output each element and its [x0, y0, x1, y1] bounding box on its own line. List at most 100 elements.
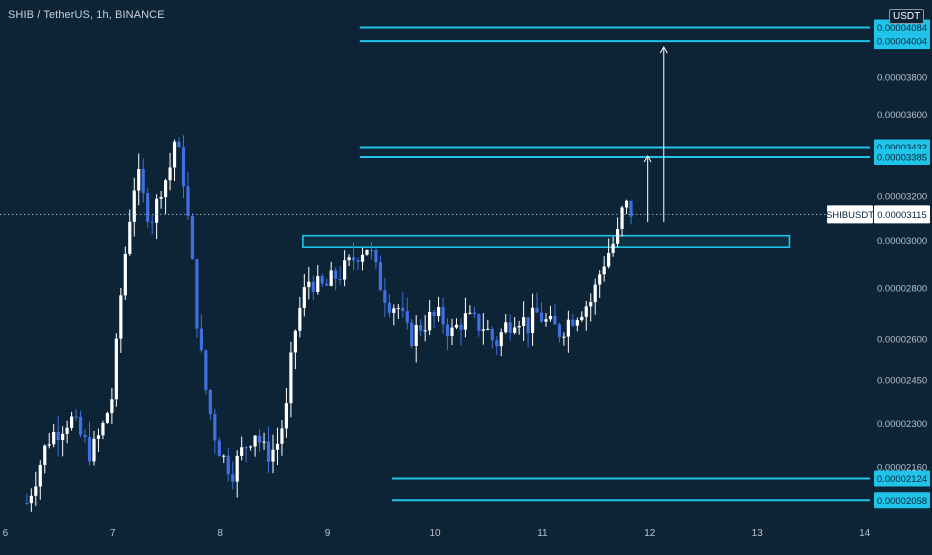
candle-body [387, 302, 391, 313]
candle-body [275, 443, 280, 450]
candle-body [589, 302, 593, 307]
candle-body [530, 307, 535, 334]
candle-body [338, 278, 342, 280]
candle-body [105, 413, 110, 423]
candle-body [557, 324, 562, 338]
symbol-tag [827, 205, 873, 224]
candle-body [607, 252, 611, 267]
target-arrows-layer [643, 46, 668, 223]
level-price-tag [874, 492, 930, 509]
candle-body [146, 193, 150, 222]
resistance-zone-layer [302, 234, 791, 249]
candle-body [222, 455, 226, 457]
candle-body [271, 449, 275, 462]
candle-body [316, 276, 320, 293]
candle-body [611, 243, 615, 253]
price-axis-panel[interactable] [875, 0, 932, 550]
level-price-label: 0.00003385 [877, 152, 927, 163]
candle-body [155, 198, 159, 223]
candle-body [360, 254, 365, 262]
candle-body [235, 455, 239, 482]
candle-body [114, 338, 118, 400]
candle-body [266, 441, 271, 462]
candle-body [374, 249, 378, 263]
candle-body [539, 312, 544, 322]
x-tick-label: 8 [217, 528, 223, 539]
candle-body [110, 399, 114, 414]
candle-body [580, 316, 584, 321]
candle-body [70, 416, 74, 428]
candle-body [468, 312, 472, 314]
x-tick-label: 6 [3, 528, 9, 539]
candle-body [61, 433, 65, 441]
current-price-layer: SHIBUSDT 0.00003115 [0, 205, 930, 224]
candle-body [213, 414, 217, 441]
current-price-label: 0.00003115 [877, 210, 927, 221]
symbol-tag-label: SHIBUSDT [826, 210, 874, 221]
candle-body [405, 311, 409, 323]
candle-body [445, 324, 450, 337]
candle-body [365, 249, 369, 255]
x-tick-label: 10 [429, 528, 441, 539]
candle-body [119, 295, 123, 339]
candle-body [177, 141, 181, 148]
candle-body [463, 313, 468, 330]
candle-body [499, 332, 503, 347]
candle-body [204, 350, 208, 390]
candle-body [369, 249, 374, 251]
candle-body [535, 307, 539, 313]
candle-body [34, 486, 38, 496]
candle-body [240, 447, 244, 456]
candle-body [383, 290, 387, 303]
candle-body [141, 168, 145, 194]
candle-body [575, 320, 579, 326]
target-arrow-head [659, 46, 668, 54]
y-tick-label: 0.00003200 [877, 191, 927, 202]
candle-body [231, 474, 235, 482]
candle-body [334, 270, 338, 279]
candle-body [566, 319, 570, 337]
x-tick-label: 12 [644, 528, 656, 539]
candle-body [190, 215, 195, 260]
candle-body [195, 259, 199, 329]
candle-body [83, 434, 87, 438]
candle-body [87, 437, 92, 462]
candle-body [553, 315, 557, 325]
candle-body [172, 141, 177, 168]
axes-layer: 6 7 8 9 10 11 12 13 14 0.00002160 0.00002300 0.0000… [3, 73, 928, 539]
candle-body [436, 307, 441, 317]
candle-body [410, 322, 414, 347]
level-price-label: 0.00002124 [877, 474, 927, 485]
level-price-label: 0.00002058 [877, 496, 927, 507]
candle-body [378, 262, 383, 291]
candle-body [150, 221, 154, 223]
symbol-title: SHIB / TetherUS, 1h, BINANCE [8, 9, 165, 21]
candle-body [571, 319, 575, 326]
candle-body [584, 306, 588, 317]
candle-body [481, 329, 485, 331]
candle-body [284, 403, 289, 429]
candle-body [163, 180, 168, 198]
candle-body [311, 281, 315, 293]
y-tick-label: 0.00002450 [877, 375, 927, 386]
level-price-tag [874, 470, 930, 487]
candle-body [186, 186, 190, 216]
candle-body [459, 324, 463, 330]
x-tick-label: 9 [325, 528, 331, 539]
candle-body [396, 307, 400, 309]
level-price-tag [874, 33, 930, 50]
candle-body [432, 311, 436, 317]
candle-body [52, 432, 56, 445]
currency-badge[interactable]: USDT [889, 9, 925, 24]
candle-body [526, 317, 530, 334]
candle-body [226, 455, 230, 475]
candle-body [486, 328, 490, 330]
candle-body [522, 317, 526, 326]
candle-body [450, 327, 454, 337]
candle-body [29, 495, 33, 504]
candle-body [347, 257, 351, 261]
x-tick-label: 11 [537, 528, 548, 539]
candle-body [253, 435, 257, 447]
